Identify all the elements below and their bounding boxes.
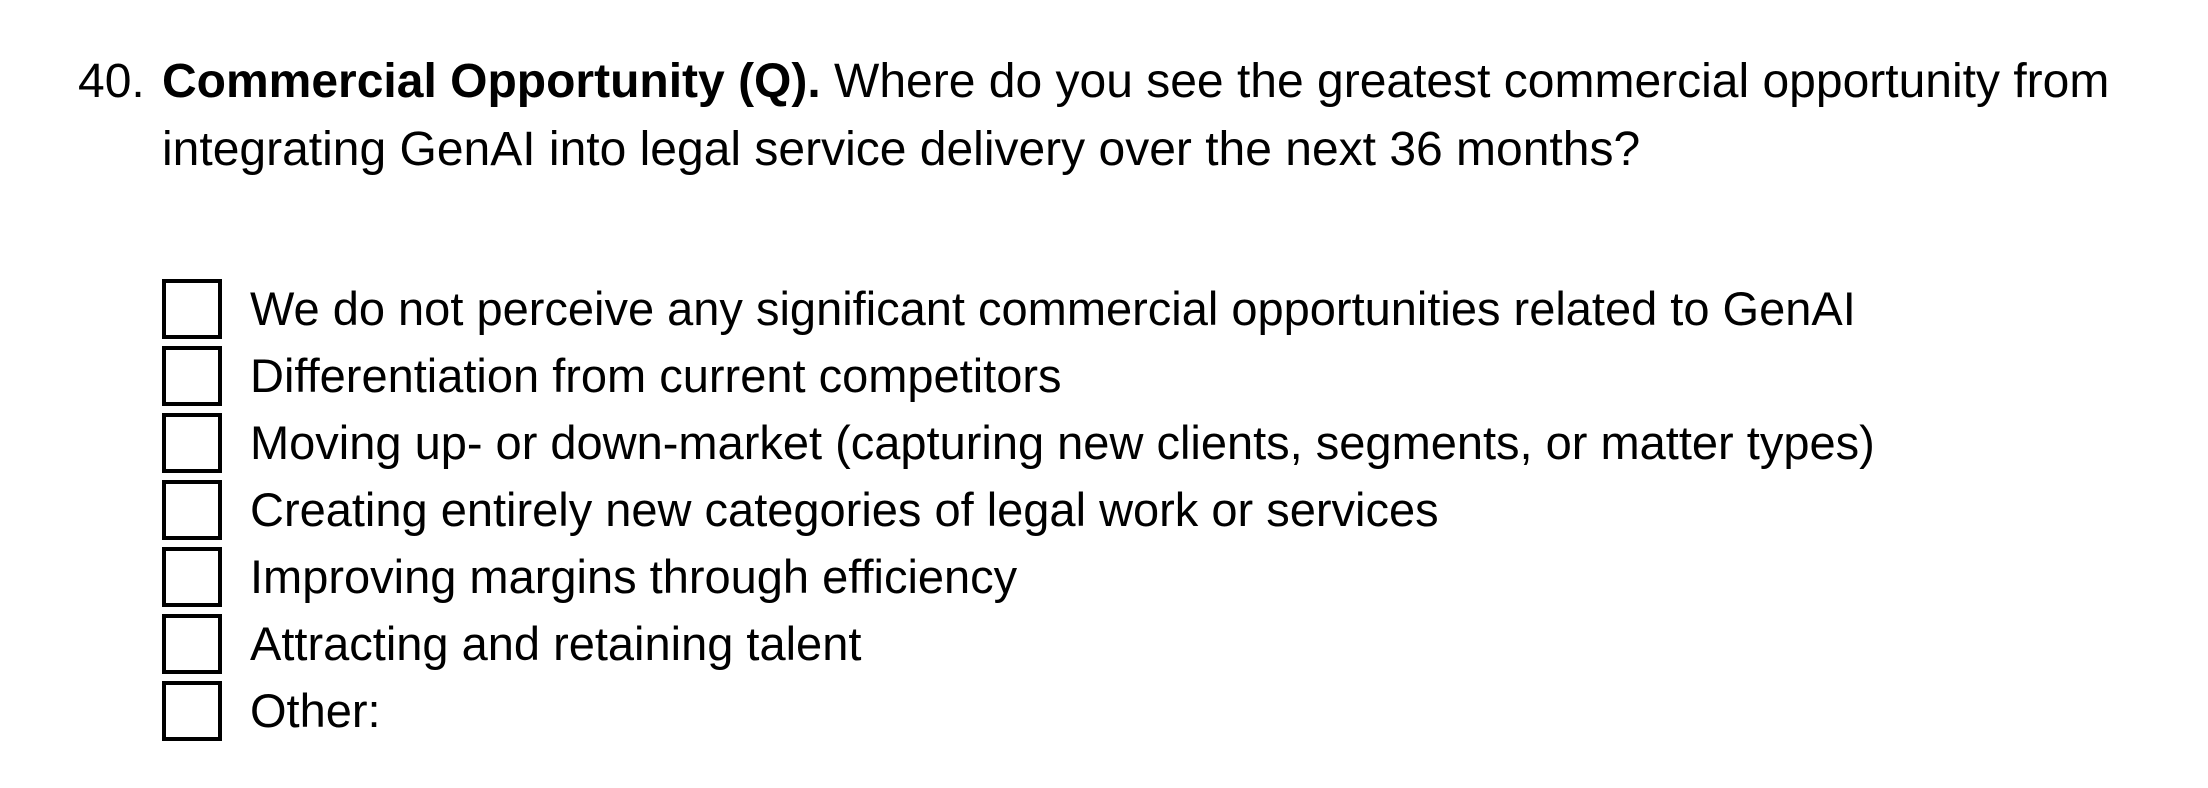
answer-options: We do not perceive any significant comme…: [162, 275, 1875, 744]
option-label: Moving up- or down-market (capturing new…: [250, 416, 1875, 469]
option-improving-margins[interactable]: Improving margins through efficiency: [162, 543, 1875, 610]
option-talent[interactable]: Attracting and retaining talent: [162, 610, 1875, 677]
option-label: Other:: [250, 684, 381, 737]
option-new-categories[interactable]: Creating entirely new categories of lega…: [162, 476, 1875, 543]
option-differentiation[interactable]: Differentiation from current competitors: [162, 342, 1875, 409]
question-number: 40.: [78, 55, 145, 108]
option-label: Creating entirely new categories of lega…: [250, 483, 1439, 536]
option-no-opportunity[interactable]: We do not perceive any significant comme…: [162, 275, 1875, 342]
checkbox[interactable]: [162, 345, 222, 406]
checkbox[interactable]: [162, 613, 222, 674]
checkbox[interactable]: [162, 546, 222, 607]
option-other[interactable]: Other:: [162, 677, 1875, 744]
option-label: Attracting and retaining talent: [250, 617, 862, 670]
question-title: Commercial Opportunity (Q).: [162, 55, 821, 108]
question-text: Commercial Opportunity (Q). Where do you…: [162, 48, 2122, 184]
option-label: Differentiation from current competitors: [250, 349, 1062, 402]
checkbox[interactable]: [162, 479, 222, 540]
question-body: Where do you see the greatest commercial…: [162, 55, 2110, 176]
checkbox[interactable]: [162, 412, 222, 473]
checkbox[interactable]: [162, 680, 222, 741]
checkbox[interactable]: [162, 278, 222, 339]
option-label: We do not perceive any significant comme…: [250, 282, 1856, 335]
option-moving-market[interactable]: Moving up- or down-market (capturing new…: [162, 409, 1875, 476]
option-label: Improving margins through efficiency: [250, 550, 1018, 603]
